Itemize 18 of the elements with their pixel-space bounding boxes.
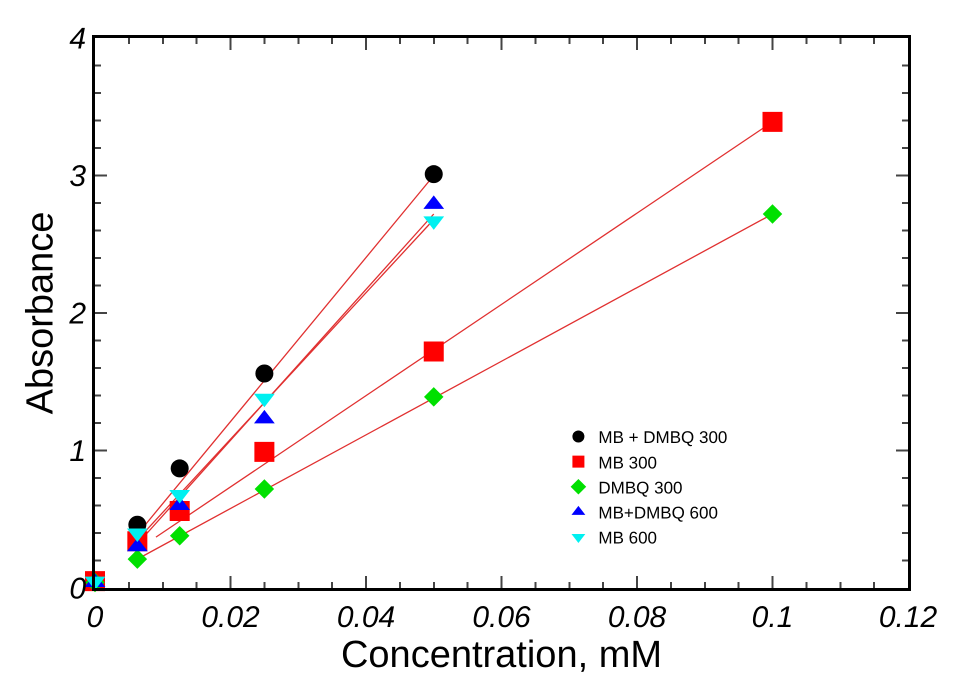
y-tick-label: 4 [69,22,86,56]
x-tick-label: 0.1 [752,601,794,634]
legend-label: DMBQ 300 [598,478,683,498]
x-tick-label: 0.02 [201,601,260,634]
x-tick-label: 0.04 [336,601,396,634]
y-tick-label: 0 [69,572,86,606]
x-axis-title: Concentration, mM [340,634,662,676]
y-tick-label: 1 [69,435,86,468]
x-tick-label: 0.06 [472,601,532,634]
legend-label: MB 600 [598,528,658,548]
x-tick-label: 0.08 [608,601,667,634]
y-tick-label: 3 [69,160,86,193]
legend-label: MB+DMBQ 600 [598,503,718,522]
legend-label: MB + DMBQ 300 [598,428,728,448]
y-axis-title: Absorbance [20,212,62,414]
y-tick-label: 2 [68,298,86,330]
legend-label: MB 300 [598,453,658,472]
x-tick-label: 0.12 [878,601,938,634]
